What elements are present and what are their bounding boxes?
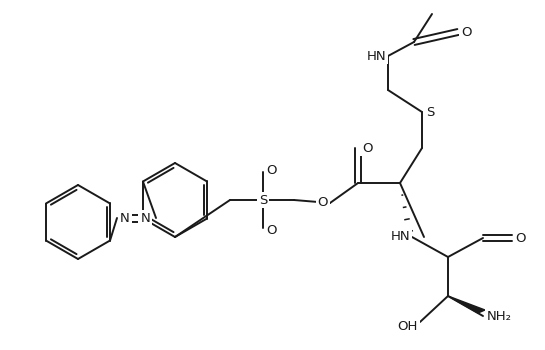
Text: NH₂: NH₂: [487, 309, 512, 322]
Polygon shape: [448, 296, 485, 313]
Text: S: S: [259, 194, 267, 206]
Text: O: O: [318, 196, 328, 210]
Text: O: O: [362, 141, 372, 154]
Text: N: N: [140, 211, 150, 224]
Text: S: S: [426, 105, 434, 119]
Text: O: O: [266, 224, 276, 237]
Text: HN: HN: [390, 231, 410, 244]
Text: O: O: [266, 163, 276, 176]
Text: O: O: [515, 231, 525, 245]
Text: O: O: [461, 26, 471, 38]
Text: OH: OH: [398, 320, 418, 332]
Text: HN: HN: [366, 49, 386, 63]
Text: N: N: [120, 211, 130, 224]
